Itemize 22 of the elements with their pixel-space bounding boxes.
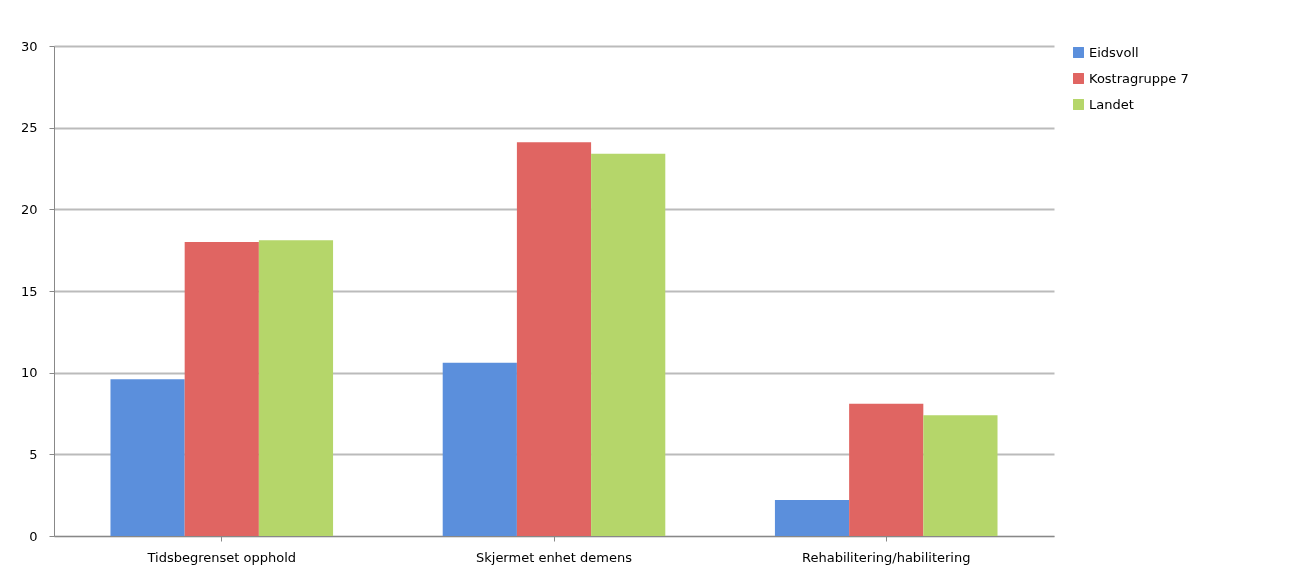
bar xyxy=(442,362,517,536)
y-tick-label: 30 xyxy=(20,38,38,54)
bar xyxy=(923,415,998,536)
bar xyxy=(258,240,334,536)
legend-label: Landet xyxy=(1089,96,1134,112)
y-tick-label: 0 xyxy=(29,528,38,544)
x-tick-label: Rehabilitering/habilitering xyxy=(801,549,971,565)
legend-label: Kostragruppe 7 xyxy=(1089,70,1189,86)
bar xyxy=(849,403,924,536)
y-tick-label: 25 xyxy=(20,120,38,136)
bar xyxy=(110,379,185,536)
bar xyxy=(184,242,259,536)
legend-label: Eidsvoll xyxy=(1089,44,1139,60)
y-tick-label: 5 xyxy=(29,446,38,462)
x-tick-label: Skjermet enhet demens xyxy=(475,549,633,565)
y-tick-label: 15 xyxy=(20,283,38,299)
x-tick-label: Tidsbegrenset opphold xyxy=(146,549,297,565)
bar xyxy=(591,153,666,536)
y-tick-label: 20 xyxy=(20,201,38,217)
bar xyxy=(774,500,850,536)
y-tick-label: 10 xyxy=(20,365,38,381)
bar xyxy=(516,142,592,536)
